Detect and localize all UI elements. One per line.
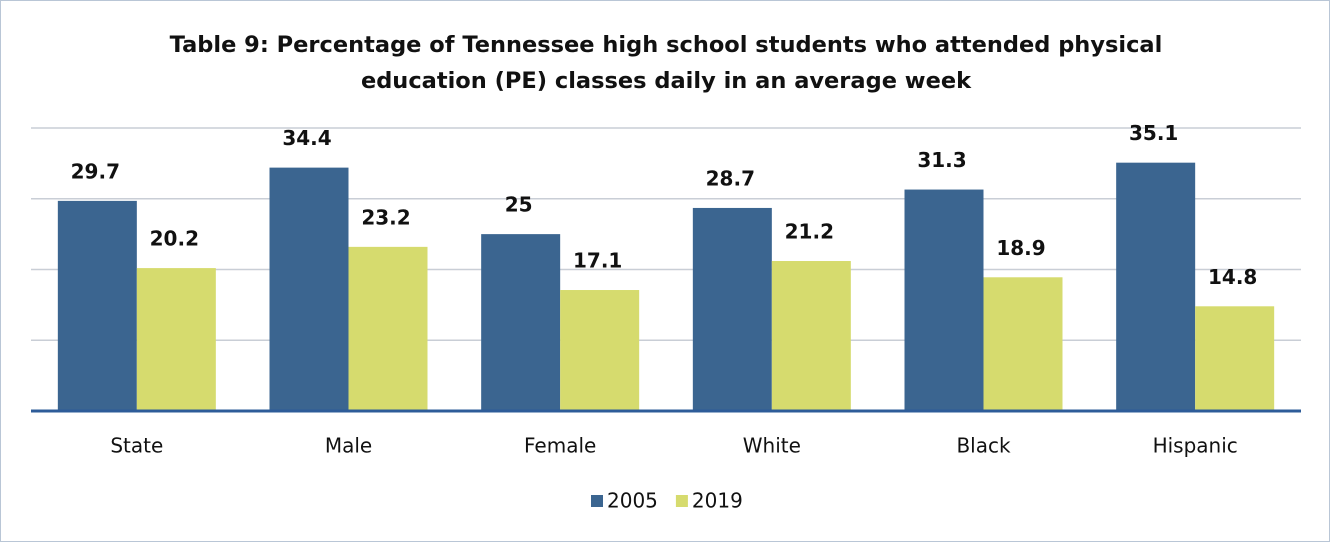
- bar: [904, 189, 984, 411]
- value-label: 14.8: [1208, 265, 1257, 289]
- value-label: 35.1: [1129, 121, 1178, 145]
- x-tick-label: Female: [524, 434, 596, 458]
- bar: [136, 268, 216, 411]
- value-label: 28.7: [706, 166, 755, 190]
- bar: [57, 200, 137, 411]
- value-label: 21.2: [785, 220, 834, 244]
- value-label: 29.7: [71, 159, 120, 183]
- legend-swatch: [675, 495, 688, 507]
- value-label: 17.1: [573, 249, 622, 273]
- bar: [348, 246, 428, 411]
- x-tick-label: State: [110, 434, 163, 458]
- x-tick-label: White: [743, 434, 801, 458]
- bar: [560, 290, 640, 411]
- x-tick-label: Hispanic: [1153, 434, 1238, 458]
- value-label: 20.2: [150, 227, 199, 251]
- x-tick-label: Male: [325, 434, 372, 458]
- value-label: 25: [505, 193, 533, 217]
- value-label: 18.9: [996, 236, 1045, 260]
- value-label: 34.4: [282, 126, 331, 150]
- bar: [692, 207, 772, 411]
- bar: [481, 234, 561, 411]
- bar: [269, 167, 349, 411]
- value-label: 23.2: [361, 205, 410, 229]
- legend-swatch: [591, 495, 603, 507]
- legend-label: 2019: [692, 489, 743, 513]
- chart-title: Table 9: Percentage of Tennessee high sc…: [169, 32, 1163, 94]
- legend-label: 2005: [607, 489, 658, 513]
- bar: [983, 277, 1063, 411]
- x-tick-label: Black: [956, 434, 1011, 458]
- bar: [1116, 162, 1196, 411]
- bar: [1195, 306, 1275, 411]
- value-label: 31.3: [917, 148, 966, 172]
- bar: [771, 261, 851, 411]
